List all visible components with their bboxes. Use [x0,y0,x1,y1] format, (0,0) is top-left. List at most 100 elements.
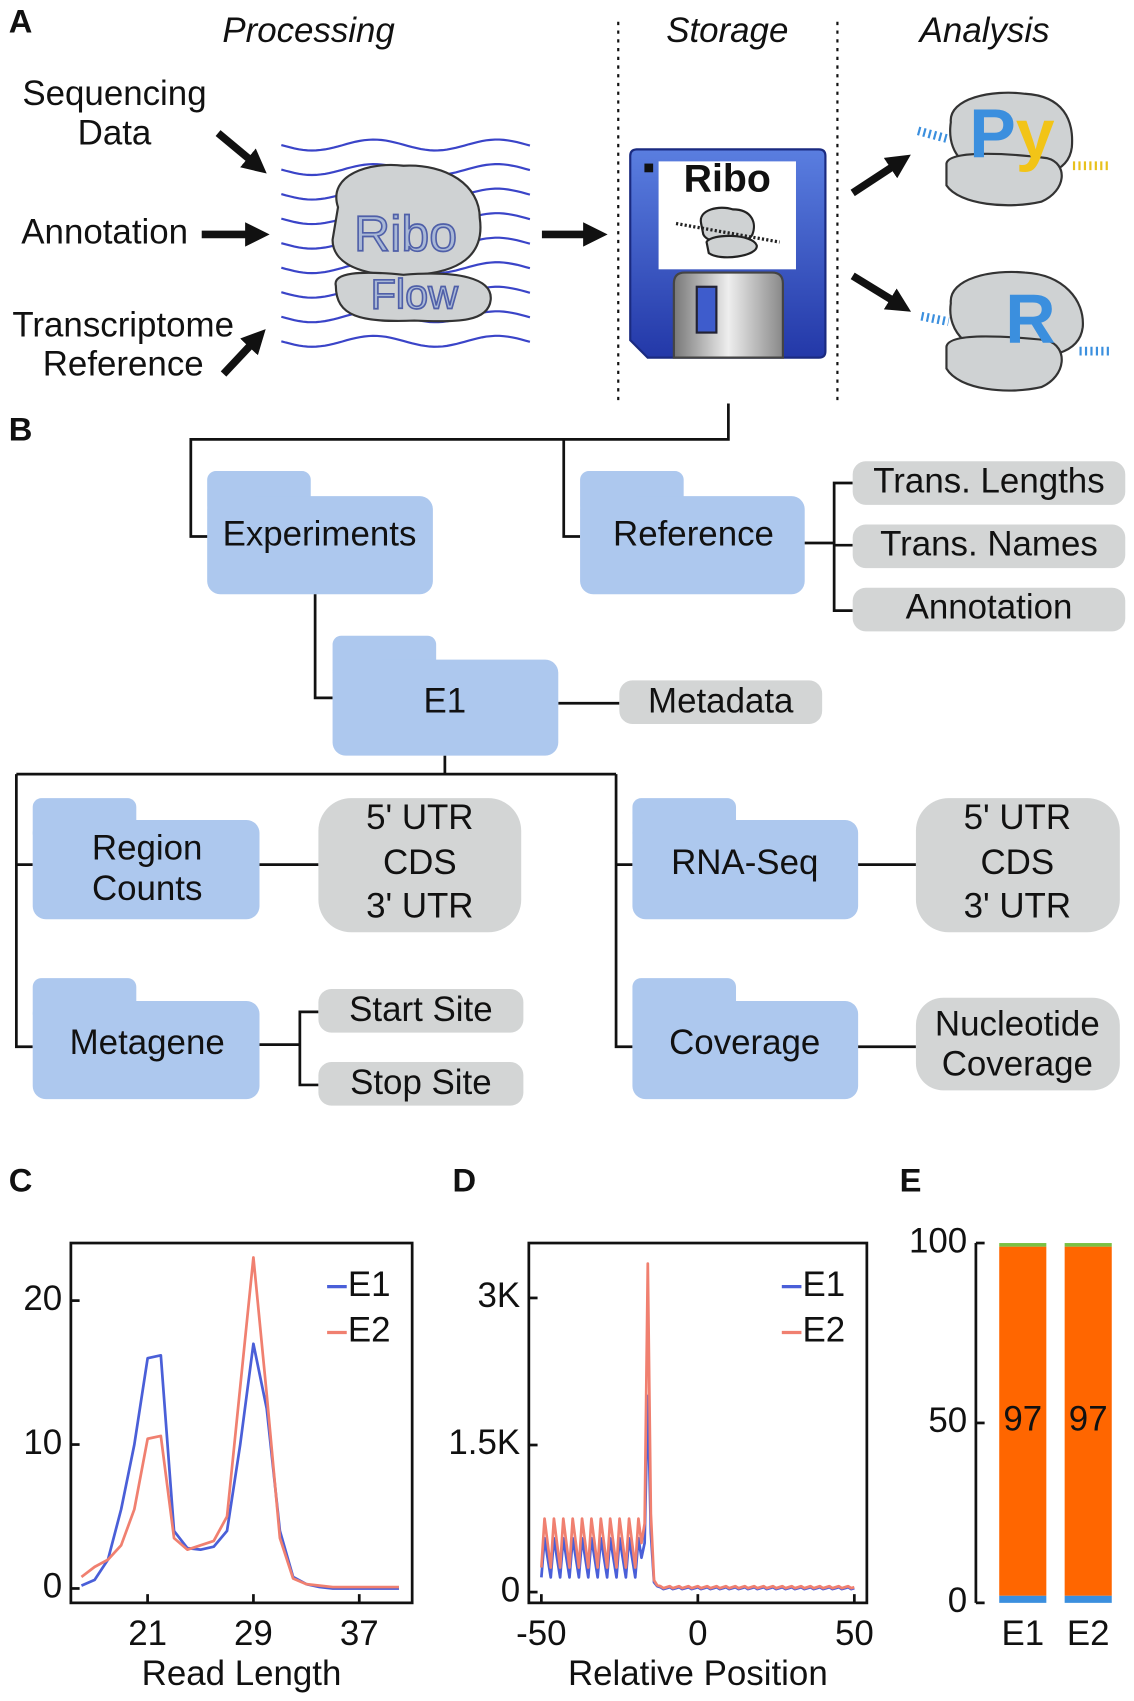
folder [580,496,805,595]
legend-label: E1 [803,1265,846,1304]
folder-label: Metagene [70,1023,225,1062]
item-label: Start Site [349,990,492,1029]
x-tick-label: E1 [1001,1614,1044,1653]
item-label: Trans. Names [880,525,1098,564]
input-label: Data [78,113,152,152]
item-box [318,1062,524,1106]
item-box [318,798,522,933]
bar-segment [1064,1243,1112,1247]
wave [281,334,531,348]
y-tick-label: 10 [23,1423,62,1462]
panel-label: C [9,1162,33,1199]
item-label: Trans. Lengths [873,461,1104,500]
folder [32,1000,260,1100]
bar-segment [999,1595,1047,1603]
legend-label: E1 [348,1265,391,1304]
legend-label: E2 [803,1311,846,1350]
arrow [850,154,911,197]
item-label: 5' UTR [366,798,473,837]
x-tick-label: 21 [128,1614,167,1653]
folder [632,819,859,920]
item-label: Annotation [906,588,1073,627]
value-label: 97 [1069,1399,1108,1438]
y-tick-label: 0 [43,1567,62,1606]
input-label: Annotation [21,213,188,252]
x-tick-label: -50 [516,1614,566,1653]
disk-hole [644,163,654,173]
item-label: 3' UTR [366,887,473,926]
item-box [852,524,1126,569]
item-label: 5' UTR [964,798,1071,837]
arrow [850,272,912,312]
x-tick-label: E2 [1067,1614,1110,1653]
disk-ribosome [705,234,758,259]
value-label: 97 [1003,1399,1042,1438]
disk-label: Ribo [684,156,771,200]
mrna [920,311,950,326]
folder-label: Reference [613,515,774,554]
arrow [215,130,267,174]
x-tick-label: 37 [340,1614,379,1653]
item-label: Stop Site [350,1063,492,1102]
flow-blob [334,271,492,323]
y-tick-label: 1.5K [448,1423,520,1462]
item-box [852,461,1126,505]
y-tick-label: 0 [948,1581,967,1620]
panel-label: B [9,410,33,447]
header: Storage [666,11,788,50]
item-box [619,680,823,725]
item-box [915,997,1120,1091]
arrow [220,329,266,377]
riboflow-text: Flow [371,271,460,318]
ribosome [945,152,1063,207]
series-line [80,1256,399,1589]
disk-slot [695,285,718,334]
bar-segment [999,1246,1047,1596]
y-tick-label: 50 [928,1401,967,1440]
disk-mrna [675,221,780,244]
connector [259,1010,319,1087]
y-tick-label: 3K [477,1276,520,1315]
connector [14,594,633,1049]
folder-label: E1 [424,682,467,721]
folder [207,496,433,595]
folder-label: Coverage [669,1023,820,1062]
header: Processing [222,11,395,50]
folder [632,1000,859,1100]
item-label: CDS [981,843,1055,882]
x-tick-label: 0 [688,1614,707,1653]
item-label: Metadata [648,682,794,721]
series-line [80,1342,399,1590]
item-label: CDS [383,843,457,882]
bar-segment [999,1243,1047,1247]
panel-label: D [453,1162,477,1199]
language: R [1005,279,1055,357]
disk-shutter [672,271,784,359]
y-tick-label: 20 [23,1279,62,1318]
input-label: Transcriptome [12,305,234,344]
plot-frame [69,1241,414,1605]
folder-label: Counts [92,869,202,908]
ribosome [945,335,1063,392]
panel-label: A [9,3,33,40]
input-label: Reference [43,345,204,384]
x-tick-label: 50 [835,1614,874,1653]
x-tick-label: 29 [234,1614,273,1653]
input-label: Sequencing [22,74,206,113]
item-box [852,587,1126,632]
folder [32,819,260,920]
mrna [916,126,948,143]
connector [189,403,730,538]
folder-label: Region [92,829,203,868]
x-axis-label: Read Length [142,1654,342,1693]
panel-label: E [900,1162,922,1199]
folder-label: RNA-Seq [671,843,818,882]
bar-segment [1064,1595,1112,1603]
wave [281,138,531,152]
item-label: Nucleotide [935,1004,1100,1043]
x-axis-label: Relative Position [568,1654,828,1693]
series-line [540,1262,855,1590]
header: Analysis [918,11,1050,50]
